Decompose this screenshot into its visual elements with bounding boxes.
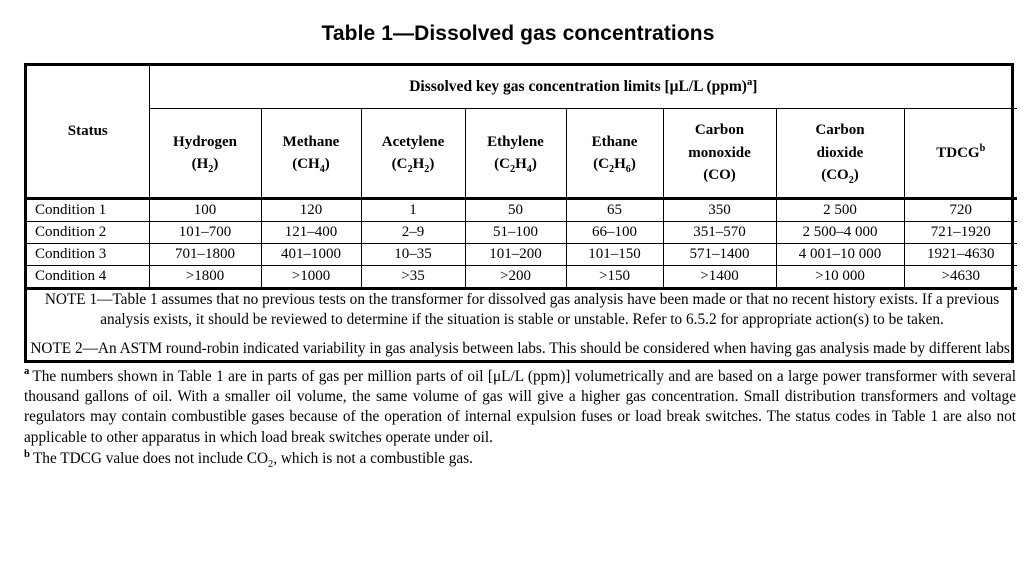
- gas-formula: (CO): [703, 167, 736, 184]
- dissolved-gas-table: Status Dissolved key gas concentration l…: [27, 66, 1018, 360]
- cell-ethylene: >200: [464, 265, 567, 290]
- cell-carbon-dioxide: 2 500: [775, 198, 905, 222]
- cell-tdcg: 720: [903, 198, 1018, 222]
- footnote-a-text: The numbers shown in Table 1 are in part…: [24, 367, 1016, 446]
- gas-name: Hydrogen: [173, 133, 237, 150]
- column-header-ethane: Ethane (C2H6): [565, 108, 664, 200]
- footnote-ref-a: a: [746, 76, 753, 88]
- page-title: Table 1—Dissolved gas concentrations: [321, 22, 715, 45]
- cell-tdcg: 1921–4630: [903, 243, 1018, 266]
- column-header-status: Status: [27, 66, 150, 200]
- gas-name: Ethane: [591, 133, 638, 150]
- gas-name-line1: Carbon: [694, 122, 745, 139]
- cell-carbon-monoxide: 351–570: [662, 221, 777, 244]
- cell-hydrogen: >1800: [148, 265, 262, 290]
- footnote-b-marker: b: [24, 447, 30, 460]
- footnote-a-marker: a: [24, 365, 30, 378]
- cell-acetylene: 10–35: [360, 243, 466, 266]
- table-row: Condition 3 701–1800 401–1000 10–35 101–…: [27, 243, 1018, 266]
- cell-acetylene: 2–9: [360, 221, 466, 244]
- cell-ethane: 66–100: [565, 221, 664, 244]
- row-status: Condition 1: [27, 198, 150, 222]
- column-header-ethylene: Ethylene (C2H4): [464, 108, 567, 200]
- column-header-acetylene: Acetylene (C2H2): [360, 108, 466, 200]
- gas-formula: (CH4): [292, 156, 330, 175]
- gas-name: Methane: [282, 133, 340, 150]
- cell-hydrogen: 100: [148, 198, 262, 222]
- table-header-row-gases: Hydrogen (H2) Methane (CH4) Acetylene (C…: [27, 108, 1018, 200]
- gas-name: TDCGb: [936, 142, 986, 161]
- footnote-b-subscript: 2: [268, 458, 274, 470]
- cell-ethane: >150: [565, 265, 664, 290]
- gas-name-line1: Carbon: [815, 122, 865, 139]
- gas-formula: (C2H4): [494, 156, 537, 175]
- column-header-carbon-monoxide: Carbon monoxide (CO): [662, 108, 777, 200]
- column-header-methane: Methane (CH4): [260, 108, 362, 200]
- column-header-group-limits: Dissolved key gas concentration limits […: [148, 66, 1018, 109]
- cell-carbon-monoxide: 350: [662, 198, 777, 222]
- cell-hydrogen: 101–700: [148, 221, 262, 244]
- cell-ethylene: 101–200: [464, 243, 567, 266]
- cell-acetylene: 1: [360, 198, 466, 222]
- column-header-tdcg: TDCGb: [903, 108, 1018, 200]
- gas-formula: (C2H2): [391, 156, 435, 175]
- cell-carbon-monoxide: >1400: [662, 265, 777, 290]
- footnote-b-text-post: , which is not a combustible gas.: [273, 449, 473, 467]
- table-notes-row: NOTE 1—Table 1 assumes that no previous …: [27, 289, 1017, 360]
- gas-name-line2: monoxide: [688, 144, 751, 161]
- footnote-b-text-pre: The TDCG value does not include CO: [32, 449, 269, 467]
- footnotes: a The numbers shown in Table 1 are in par…: [24, 365, 1016, 470]
- table-header-row-top: Status Dissolved key gas concentration l…: [27, 66, 1018, 200]
- gas-formula: (C2H6): [593, 156, 636, 175]
- cell-carbon-monoxide: 571–1400: [662, 243, 777, 266]
- gas-formula: (CO2): [821, 167, 859, 187]
- gas-name-line2: dioxide: [816, 144, 864, 161]
- table-notes: NOTE 1—Table 1 assumes that no previous …: [27, 289, 1017, 360]
- cell-carbon-dioxide: 2 500–4 000: [775, 221, 905, 244]
- cell-ethylene: 51–100: [464, 221, 567, 244]
- dissolved-gas-table-container: Status Dissolved key gas concentration l…: [24, 63, 1018, 363]
- cell-acetylene: >35: [360, 265, 466, 290]
- limits-label-tail: ]: [752, 78, 758, 95]
- cell-ethane: 65: [565, 198, 664, 222]
- cell-ethylene: 50: [464, 198, 567, 222]
- table-row: Condition 2 101–700 121–400 2–9 51–100 6…: [27, 221, 1018, 244]
- cell-carbon-dioxide: 4 001–10 000: [775, 243, 905, 266]
- row-status: Condition 4: [27, 265, 150, 290]
- table-row: Condition 1 100 120 1 50 65 350 2 500 72…: [27, 198, 1018, 222]
- cell-tdcg: >4630: [903, 265, 1018, 290]
- cell-tdcg: 721–1920: [903, 221, 1018, 244]
- footnote-ref-b: b: [979, 142, 986, 154]
- column-header-carbon-dioxide: Carbon dioxide (CO2): [775, 108, 905, 200]
- cell-methane: >1000: [260, 265, 362, 290]
- row-status: Condition 2: [27, 221, 150, 244]
- note-2: NOTE 2—An ASTM round-robin indicated var…: [30, 340, 1014, 358]
- gas-name: Acetylene: [381, 133, 445, 150]
- column-header-hydrogen: Hydrogen (H2): [148, 108, 262, 200]
- cell-carbon-dioxide: >10 000: [775, 265, 905, 290]
- gas-formula: (H2): [191, 156, 219, 175]
- row-status: Condition 3: [27, 243, 150, 266]
- limits-label: Dissolved key gas concentration limits […: [409, 78, 747, 95]
- cell-methane: 120: [260, 198, 362, 222]
- gas-name: Ethylene: [487, 133, 544, 150]
- cell-hydrogen: 701–1800: [148, 243, 262, 266]
- note-1: NOTE 1—Table 1 assumes that no previous …: [44, 291, 1000, 329]
- cell-methane: 121–400: [260, 221, 362, 244]
- footnote-b: b The TDCG value does not include CO2, wh…: [24, 447, 1016, 470]
- footnote-a: a The numbers shown in Table 1 are in par…: [24, 365, 1016, 448]
- cell-ethane: 101–150: [565, 243, 664, 266]
- table-row: Condition 4 >1800 >1000 >35 >200 >150 >1…: [27, 265, 1018, 290]
- cell-methane: 401–1000: [260, 243, 362, 266]
